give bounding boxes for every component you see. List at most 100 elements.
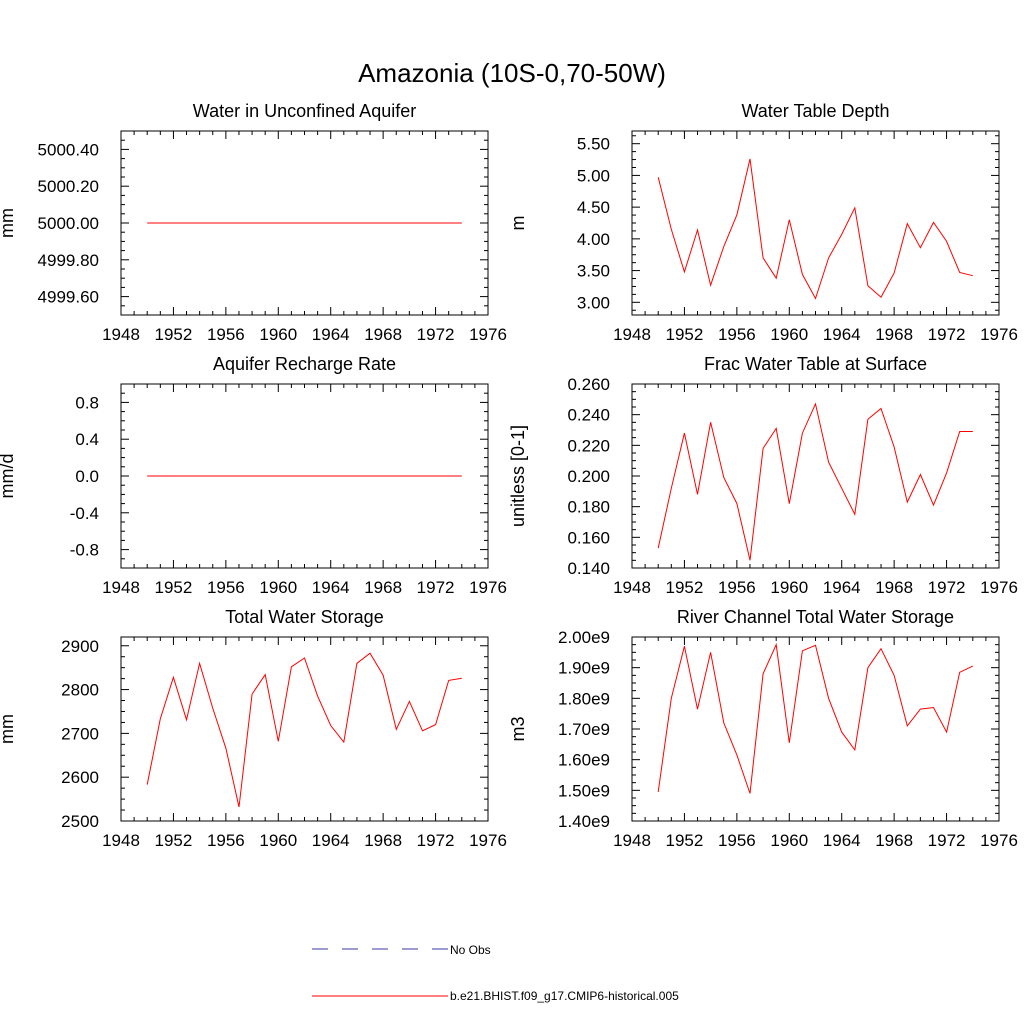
series-line <box>657 158 973 300</box>
y-tick-label: 3.50 <box>577 262 610 281</box>
y-tick-label: 0.140 <box>567 559 610 578</box>
x-tick-label: 1956 <box>718 578 756 597</box>
y-axis-label: mm/d <box>0 454 17 499</box>
x-tick-label: 1952 <box>666 831 704 850</box>
panel-title: Total Water Storage <box>225 607 383 627</box>
chart-panel-5: Total Water Storage mm 1948 1952 1956 1960 196… <box>0 607 507 850</box>
chart-panel-2: Water Table Depth m 1948 1952 1956 1960 1964 19… <box>508 101 1018 344</box>
y-tick-label: 1.60e9 <box>558 751 610 770</box>
x-tick-label: 1972 <box>417 578 455 597</box>
plot-frame <box>631 130 1000 316</box>
x-tick-label: 1952 <box>155 325 193 344</box>
y-tick-label: 2500 <box>61 812 99 831</box>
x-tick-label: 1968 <box>875 325 913 344</box>
y-tick-label: 4999.80 <box>38 251 99 270</box>
y-axis-label: m3 <box>508 716 528 741</box>
x-tick-label: 1976 <box>469 578 507 597</box>
y-tick-label: 2800 <box>61 681 99 700</box>
x-tick-label: 1972 <box>928 831 966 850</box>
series-line <box>146 652 462 808</box>
x-tick-label: 1976 <box>980 325 1018 344</box>
x-tick-label: 1964 <box>823 831 861 850</box>
x-tick-label: 1964 <box>312 325 350 344</box>
x-tick-label: 1948 <box>613 325 651 344</box>
x-tick-label: 1964 <box>823 578 861 597</box>
x-tick-label: 1976 <box>469 831 507 850</box>
panel-title: Frac Water Table at Surface <box>704 354 927 374</box>
y-tick-label: 5000.40 <box>38 140 99 159</box>
x-tick-label: 1948 <box>613 578 651 597</box>
legend-label-no-obs: No Obs <box>450 943 491 957</box>
figure-title: Amazonia (10S-0,70-50W) <box>358 58 666 88</box>
y-axis-label: mm <box>0 208 17 238</box>
y-tick-label: 0.4 <box>75 430 99 449</box>
y-tick-label: 5.00 <box>577 166 610 185</box>
x-tick-label: 1960 <box>259 325 297 344</box>
x-tick-label: 1964 <box>312 831 350 850</box>
series-line <box>657 402 973 561</box>
y-tick-label: 0.8 <box>75 393 99 412</box>
x-tick-label: 1976 <box>980 831 1018 850</box>
x-tick-label: 1952 <box>666 325 704 344</box>
x-tick-label: 1972 <box>928 325 966 344</box>
x-tick-label: 1956 <box>718 325 756 344</box>
y-tick-label: 1.40e9 <box>558 812 610 831</box>
x-tick-label: 1956 <box>207 831 245 850</box>
panel-title: River Channel Total Water Storage <box>677 607 954 627</box>
x-tick-label: 1948 <box>102 578 140 597</box>
y-tick-label: 5.50 <box>577 135 610 154</box>
y-tick-label: 1.90e9 <box>558 659 610 678</box>
x-tick-label: 1976 <box>469 325 507 344</box>
x-tick-label: 1976 <box>980 578 1018 597</box>
chart-panel-3: Aquifer Recharge Rate mm/d 1948 1952 1956 196… <box>0 354 507 597</box>
panel-title: Aquifer Recharge Rate <box>213 354 396 374</box>
y-tick-label: 0.260 <box>567 375 610 394</box>
x-tick-label: 1956 <box>207 325 245 344</box>
x-tick-label: 1960 <box>259 578 297 597</box>
y-tick-label: 1.80e9 <box>558 689 610 708</box>
x-tick-label: 1952 <box>155 578 193 597</box>
legend-label-model: b.e21.BHIST.f09_g17.CMIP6-historical.005 <box>450 989 679 1003</box>
y-tick-label: 0.0 <box>75 467 99 486</box>
x-tick-label: 1948 <box>613 831 651 850</box>
chart-panel-1: Water in Unconfined Aquifer mm 1948 1952 195… <box>0 101 507 344</box>
x-tick-label: 1968 <box>875 578 913 597</box>
series-line <box>657 642 974 794</box>
y-axis-label: unitless [0-1] <box>508 425 528 527</box>
x-tick-label: 1972 <box>417 325 455 344</box>
x-tick-label: 1964 <box>312 578 350 597</box>
x-tick-label: 1948 <box>102 325 140 344</box>
x-tick-label: 1968 <box>364 325 402 344</box>
y-tick-label: 2700 <box>61 724 99 743</box>
chart-panel-4: Frac Water Table at Surface unitless [0-1… <box>508 354 1018 597</box>
y-tick-label: 5000.00 <box>38 214 99 233</box>
y-tick-label: 1.50e9 <box>558 781 610 800</box>
legend: No Obs b.e21.BHIST.f09_g17.CMIP6-histori… <box>312 943 679 1003</box>
x-tick-label: 1968 <box>875 831 913 850</box>
y-tick-label: 0.160 <box>567 528 610 547</box>
y-tick-label: 4999.60 <box>38 288 99 307</box>
x-tick-label: 1952 <box>666 578 704 597</box>
y-tick-label: 3.00 <box>577 293 610 312</box>
y-tick-label: 0.200 <box>567 467 610 486</box>
x-tick-label: 1964 <box>823 325 861 344</box>
x-tick-label: 1956 <box>718 831 756 850</box>
y-tick-label: 0.240 <box>567 406 610 425</box>
plot-frame <box>631 383 1000 569</box>
y-tick-label: 4.00 <box>577 230 610 249</box>
y-tick-label: -0.4 <box>70 504 99 523</box>
y-tick-label: 2900 <box>61 637 99 656</box>
y-axis-label: m <box>508 216 528 231</box>
y-tick-label: 0.180 <box>567 498 610 517</box>
x-tick-label: 1960 <box>259 831 297 850</box>
x-tick-label: 1972 <box>928 578 966 597</box>
x-tick-label: 1952 <box>155 831 193 850</box>
y-tick-label: -0.8 <box>70 541 99 560</box>
y-tick-label: 5000.20 <box>38 177 99 196</box>
y-axis-label: mm <box>0 714 17 744</box>
x-tick-label: 1972 <box>417 831 455 850</box>
y-tick-label: 0.220 <box>567 436 610 455</box>
x-tick-label: 1948 <box>102 831 140 850</box>
